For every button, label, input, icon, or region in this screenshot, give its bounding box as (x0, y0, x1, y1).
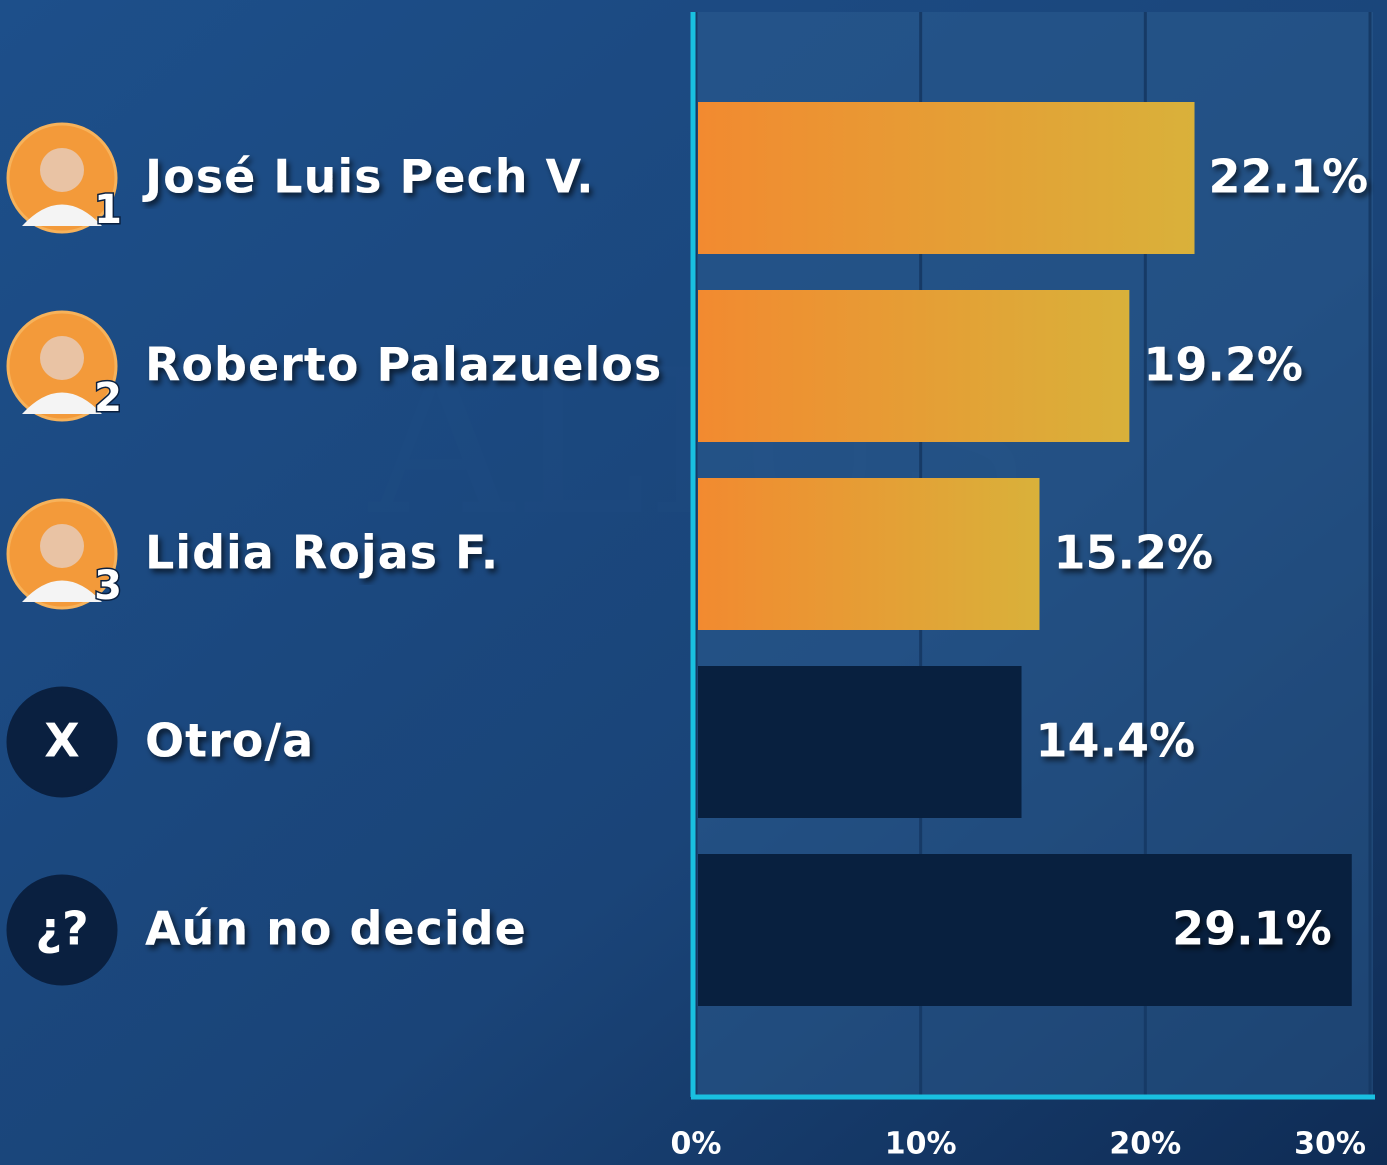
badge-label: 1 (94, 187, 122, 233)
badge-label: X (44, 714, 79, 768)
category-label: Lidia Rojas F. (145, 526, 499, 580)
category-label: José Luis Pech V. (142, 150, 595, 204)
x-tick-label: 20% (1109, 1127, 1181, 1162)
value-label: 22.1% (1209, 150, 1369, 204)
badge-circle (6, 686, 118, 798)
bar (698, 854, 1352, 1006)
x-tick-label: 10% (885, 1127, 957, 1162)
avatar-head (40, 336, 84, 380)
value-label: 29.1% (1172, 902, 1332, 956)
value-label: 14.4% (1036, 714, 1196, 768)
bar (698, 666, 1022, 818)
category-label: Otro/a (145, 714, 314, 768)
avatar-head (40, 148, 84, 192)
x-tick-label: 0% (671, 1127, 722, 1162)
value-label: 15.2% (1053, 526, 1213, 580)
avatar-body (22, 204, 102, 226)
bar (698, 102, 1195, 254)
value-label: 19.2% (1143, 338, 1303, 392)
avatar-head (40, 524, 84, 568)
badge-circle (6, 874, 118, 986)
bar (698, 290, 1130, 442)
avatar-body (22, 392, 102, 414)
badge-label: 2 (94, 375, 122, 421)
category-label: Roberto Palazuelos (145, 338, 662, 392)
bar (698, 478, 1040, 630)
badge-label: 3 (94, 563, 122, 609)
badge-label: ¿? (35, 902, 88, 956)
category-label: Aún no decide (145, 902, 527, 956)
avatar-body (22, 580, 102, 602)
x-tick-label: 30% (1294, 1127, 1366, 1162)
